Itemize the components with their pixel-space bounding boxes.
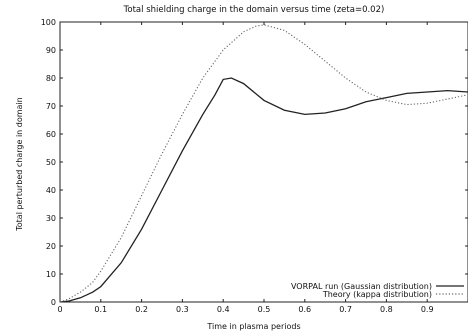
y-tick-label: 90 [46, 46, 56, 55]
plot-frame [59, 21, 468, 303]
x-tick-label: 0.9 [421, 305, 434, 314]
y-tick-label: 0 [51, 298, 56, 307]
series-line-1 [59, 24, 468, 303]
x-tick-label: 0.5 [258, 305, 271, 314]
x-tick-label: 0.6 [298, 305, 311, 314]
chart-title: Total shielding charge in the domain ver… [123, 5, 385, 15]
x-tick-label: 0.7 [339, 305, 352, 314]
y-tick-label: 60 [46, 130, 56, 139]
x-tick-label: 0.3 [176, 305, 189, 314]
x-tick-label: 0.1 [94, 305, 107, 314]
y-tick-label: 70 [46, 102, 56, 111]
axis-ticks: 0 0.1 0.2 0.3 0.4 0.5 0.6 0.7 0.8 0.9 0 10 20 30 40 50 6… [41, 18, 468, 314]
legend-label-0: VORPAL run (Gaussian distribution) [291, 282, 432, 291]
y-tick-label: 20 [46, 242, 56, 251]
y-tick-label: 80 [46, 74, 56, 83]
y-tick-label: 40 [46, 186, 56, 195]
x-tick-label: 0.2 [135, 305, 148, 314]
x-tick-label: 0.4 [217, 305, 230, 314]
x-axis-label: Time in plasma periods [206, 322, 300, 331]
x-tick-label: 0 [57, 305, 62, 314]
x-tick-label: 0.8 [380, 305, 393, 314]
y-tick-label: 30 [46, 214, 56, 223]
y-tick-label: 10 [46, 270, 56, 279]
legend: VORPAL run (Gaussian distribution)Theory… [291, 282, 464, 299]
legend-label-1: Theory (kappa distribution) [322, 290, 432, 299]
y-axis-label: Total perturbed charge in domain [15, 97, 24, 232]
series-layer [59, 24, 468, 303]
y-tick-label: 100 [41, 18, 56, 27]
y-tick-label: 50 [46, 158, 56, 167]
series-line-0 [59, 77, 468, 303]
